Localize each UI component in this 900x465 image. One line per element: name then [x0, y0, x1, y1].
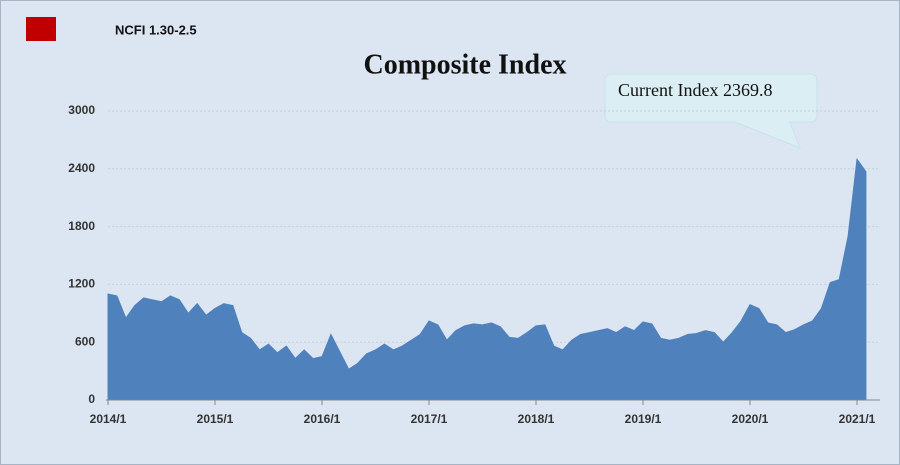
y-tick-label: 600	[75, 334, 95, 348]
y-tick-label: 0	[88, 392, 95, 406]
x-tick-label: 2020/1	[732, 412, 769, 426]
y-tick-label: 1800	[68, 219, 95, 233]
x-tick-label: 2017/1	[411, 412, 448, 426]
legend-swatch	[26, 17, 56, 41]
x-tick-label: 2019/1	[625, 412, 662, 426]
x-tick-label: 2014/1	[90, 412, 127, 426]
area	[107, 157, 867, 401]
callout-text: Current Index 2369.8	[618, 80, 772, 100]
x-tick-label: 2018/1	[518, 412, 555, 426]
y-tick-label: 2400	[68, 161, 95, 175]
x-tick-label: 2021/1	[839, 412, 876, 426]
legend-label: NCFI 1.30-2.5	[115, 22, 197, 37]
chart-title: Composite Index	[363, 49, 566, 80]
callout-box	[604, 73, 818, 149]
y-tick-label: 1200	[68, 277, 95, 291]
x-tick-label: 2016/1	[304, 412, 341, 426]
y-tick-label: 3000	[68, 103, 95, 117]
x-tick-label: 2015/1	[197, 412, 234, 426]
